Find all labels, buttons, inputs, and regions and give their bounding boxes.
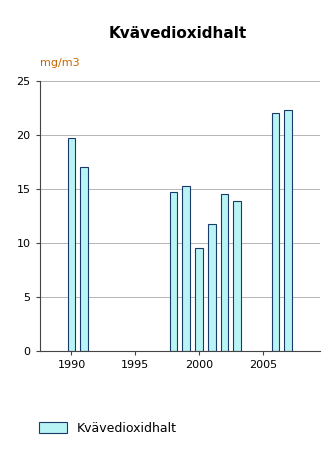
Bar [208, 224, 215, 351]
Bar [170, 192, 177, 351]
Legend: Kvävedioxidhalt: Kvävedioxidhalt [39, 422, 177, 435]
Text: Kvävedioxidhalt: Kvävedioxidhalt [109, 26, 247, 40]
Bar [195, 248, 203, 351]
Bar [182, 186, 190, 351]
Bar [272, 113, 279, 351]
Bar [68, 138, 75, 351]
Bar [81, 167, 88, 351]
Bar [284, 110, 292, 351]
Text: mg/m3: mg/m3 [40, 58, 79, 68]
Bar [233, 201, 241, 351]
Bar [221, 194, 228, 351]
